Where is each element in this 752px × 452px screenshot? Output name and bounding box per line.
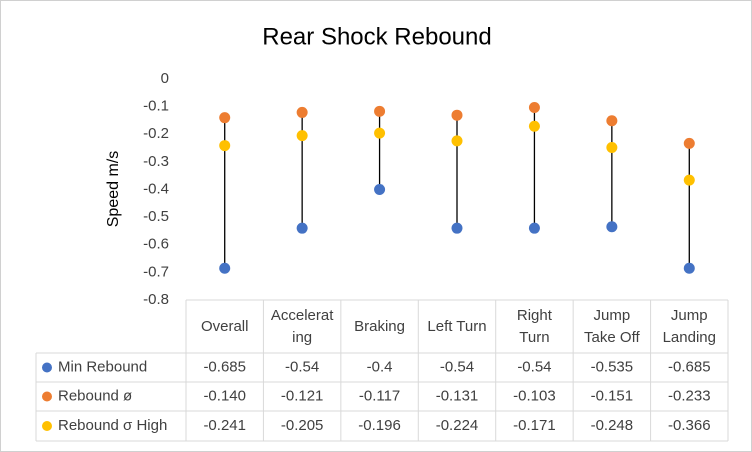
y-tick-label: -0.7 <box>143 263 169 280</box>
dot <box>451 222 463 234</box>
table-value: -0.171 <box>513 417 556 434</box>
y-tick-label: -0.4 <box>143 180 169 197</box>
dot <box>528 120 540 132</box>
legend-marker <box>42 421 52 431</box>
dot <box>374 105 386 117</box>
y-tick-label: -0.2 <box>143 125 169 142</box>
table-value: -0.685 <box>203 358 246 375</box>
dot <box>219 112 231 124</box>
x-tick-label: Jump Landing <box>662 307 716 346</box>
y-tick-label: -0.1 <box>143 98 169 115</box>
y-tick-label: -0.6 <box>143 236 169 253</box>
table-value: -0.54 <box>285 358 319 375</box>
y-tick-label: -0.8 <box>143 291 169 308</box>
y-tick-label: -0.3 <box>143 153 169 170</box>
table-value: -0.54 <box>517 358 551 375</box>
table-value: -0.233 <box>668 387 711 404</box>
table-value: -0.117 <box>359 387 400 404</box>
legend-label: Rebound σ High <box>58 417 167 434</box>
x-tick-label: Left Turn <box>427 318 487 335</box>
legend-marker <box>42 391 52 402</box>
table-value: -0.121 <box>281 387 324 404</box>
legend-marker <box>42 362 52 373</box>
dot <box>219 262 231 274</box>
dot <box>374 184 386 195</box>
table-value: -0.4 <box>367 358 393 375</box>
dot <box>374 127 386 139</box>
dot <box>219 140 231 152</box>
dot <box>296 222 308 234</box>
dot <box>296 130 308 142</box>
table-value: -0.131 <box>436 387 479 404</box>
x-tick-label: Jump Take Off <box>584 307 640 346</box>
dot <box>683 137 695 149</box>
table-value: -0.224 <box>436 417 479 434</box>
y-tick-label: 0 <box>161 70 169 87</box>
table-value: -0.241 <box>203 417 246 434</box>
table-value: -0.196 <box>358 417 401 434</box>
dot <box>528 101 540 113</box>
legend-label: Min Rebound <box>58 358 147 375</box>
table-value: -0.685 <box>668 358 711 375</box>
table-value: -0.140 <box>203 387 246 404</box>
dot <box>296 106 308 118</box>
legend-label: Rebound ø <box>58 387 132 404</box>
dot <box>451 135 463 147</box>
table-value: -0.54 <box>440 358 474 375</box>
dot <box>451 109 463 121</box>
dot <box>683 262 695 274</box>
x-tick-label: Accelerating <box>270 307 334 346</box>
table-value: -0.248 <box>591 417 634 434</box>
table-value: -0.535 <box>591 358 634 375</box>
table-value: -0.366 <box>668 417 711 434</box>
y-tick-label: -0.5 <box>143 208 169 225</box>
y-axis-label: Speed m/s <box>105 151 122 227</box>
dot <box>606 142 618 154</box>
table-value: -0.151 <box>591 387 634 404</box>
table-value: -0.103 <box>513 387 556 404</box>
dot <box>528 222 540 234</box>
dot <box>606 221 618 233</box>
x-tick-label: Right Turn <box>516 307 552 346</box>
x-tick-label: Braking <box>354 318 405 335</box>
dot <box>683 174 695 186</box>
dot <box>606 115 618 127</box>
x-tick-label: Overall <box>200 318 249 335</box>
chart-title: Rear Shock Rebound <box>262 23 491 50</box>
table-value: -0.205 <box>281 417 324 434</box>
